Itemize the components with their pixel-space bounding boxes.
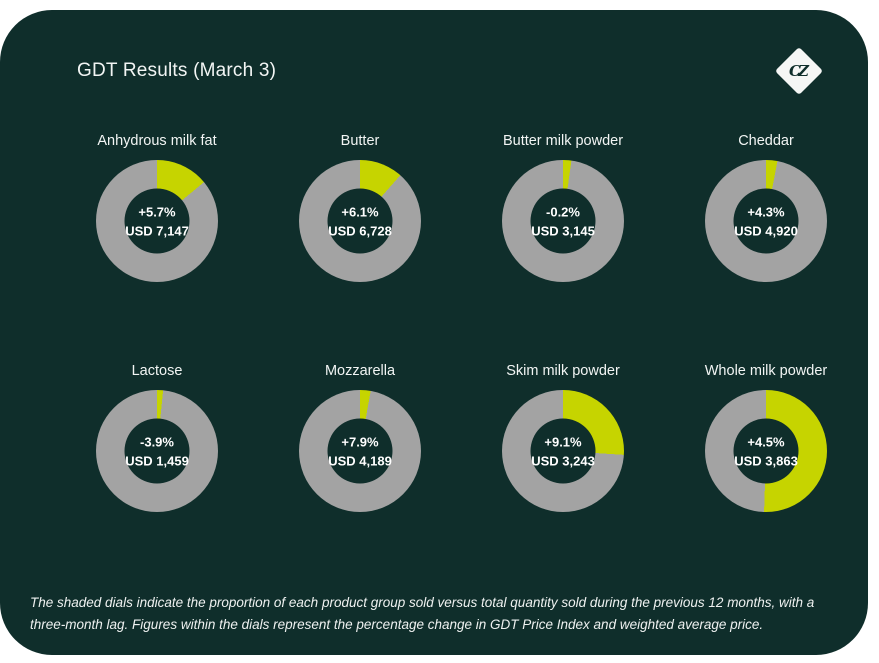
gdt-results-card: GDT Results (March 3) CZ Anhydrous milk … (0, 10, 868, 655)
price-change-value: -0.2% (546, 204, 580, 219)
avg-price-value: USD 4,920 (734, 223, 798, 238)
avg-price-value: USD 1,459 (125, 453, 189, 468)
product-label: Lactose (131, 363, 183, 379)
product-label: Skim milk powder (506, 363, 620, 379)
donut-center: +7.9% USD 4,189 (327, 418, 393, 484)
price-change-value: +5.7% (138, 204, 176, 219)
footnote: The shaded dials indicate the proportion… (30, 595, 815, 632)
dial-grid: Anhydrous milk fat +5.7% USD 7,147 Butte… (96, 132, 868, 512)
avg-price-value: USD 3,863 (734, 453, 798, 468)
donut-center: -3.9% USD 1,459 (124, 418, 190, 484)
donut-center: +4.5% USD 3,863 (733, 418, 799, 484)
donut-ring: +5.7% USD 7,147 (96, 160, 218, 282)
avg-price-value: USD 6,728 (328, 223, 392, 238)
product-label: Cheddar (738, 133, 794, 149)
dial-lactose: Lactose -3.9% USD 1,459 (96, 362, 218, 512)
dial-butter: Butter +6.1% USD 6,728 (299, 132, 421, 282)
price-change-value: -3.9% (140, 434, 174, 449)
product-label: Anhydrous milk fat (97, 133, 217, 149)
dial-skim-milk-powder: Skim milk powder +9.1% USD 3,243 (502, 362, 624, 512)
donut-center: +5.7% USD 7,147 (124, 188, 190, 254)
donut-center: +4.3% USD 4,920 (733, 188, 799, 254)
product-label: Whole milk powder (704, 363, 828, 379)
product-label: Butter (340, 133, 380, 149)
price-change-value: +4.5% (747, 434, 785, 449)
dial-cheddar: Cheddar +4.3% USD 4,920 (705, 132, 827, 282)
dial-anhydrous-milk-fat: Anhydrous milk fat +5.7% USD 7,147 (96, 132, 218, 282)
product-label: Mozzarella (324, 363, 396, 379)
donut-center: +6.1% USD 6,728 (327, 188, 393, 254)
card-footer: The shaded dials indicate the proportion… (0, 592, 868, 655)
donut-ring: +6.1% USD 6,728 (299, 160, 421, 282)
dial-butter-milk-powder: Butter milk powder -0.2% USD 3,145 (502, 132, 624, 282)
price-change-value: +4.3% (747, 204, 785, 219)
donut-center: -0.2% USD 3,145 (530, 188, 596, 254)
donut-ring: +4.5% USD 3,863 (705, 390, 827, 512)
cz-logo: CZ (774, 46, 824, 96)
page-title: GDT Results (March 3) (77, 60, 277, 81)
avg-price-value: USD 7,147 (125, 223, 189, 238)
avg-price-value: USD 3,243 (531, 453, 595, 468)
donut-center: +9.1% USD 3,243 (530, 418, 596, 484)
dial-mozzarella: Mozzarella +7.9% USD 4,189 (299, 362, 421, 512)
donut-ring: +7.9% USD 4,189 (299, 390, 421, 512)
donut-ring: +4.3% USD 4,920 (705, 160, 827, 282)
donut-ring: -3.9% USD 1,459 (96, 390, 218, 512)
price-change-value: +7.9% (341, 434, 379, 449)
cz-logo-text: CZ (789, 61, 806, 80)
donut-ring: +9.1% USD 3,243 (502, 390, 624, 512)
price-change-value: +6.1% (341, 204, 379, 219)
avg-price-value: USD 4,189 (328, 453, 392, 468)
product-label: Butter milk powder (502, 133, 624, 149)
avg-price-value: USD 3,145 (531, 223, 595, 238)
card-header: GDT Results (March 3) CZ (0, 10, 868, 96)
donut-ring: -0.2% USD 3,145 (502, 160, 624, 282)
price-change-value: +9.1% (544, 434, 582, 449)
dial-whole-milk-powder: Whole milk powder +4.5% USD 3,863 (705, 362, 827, 512)
